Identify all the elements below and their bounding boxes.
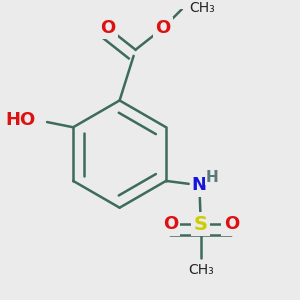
Text: O: O [155,19,171,37]
Text: S: S [194,215,208,234]
Text: CH₃: CH₃ [188,263,214,277]
Text: H: H [206,169,219,184]
Text: O: O [100,19,116,37]
Text: N: N [192,176,207,194]
Text: HO: HO [5,111,35,129]
Text: CH₃: CH₃ [189,1,215,15]
Text: O: O [163,215,178,233]
Text: O: O [224,215,239,233]
